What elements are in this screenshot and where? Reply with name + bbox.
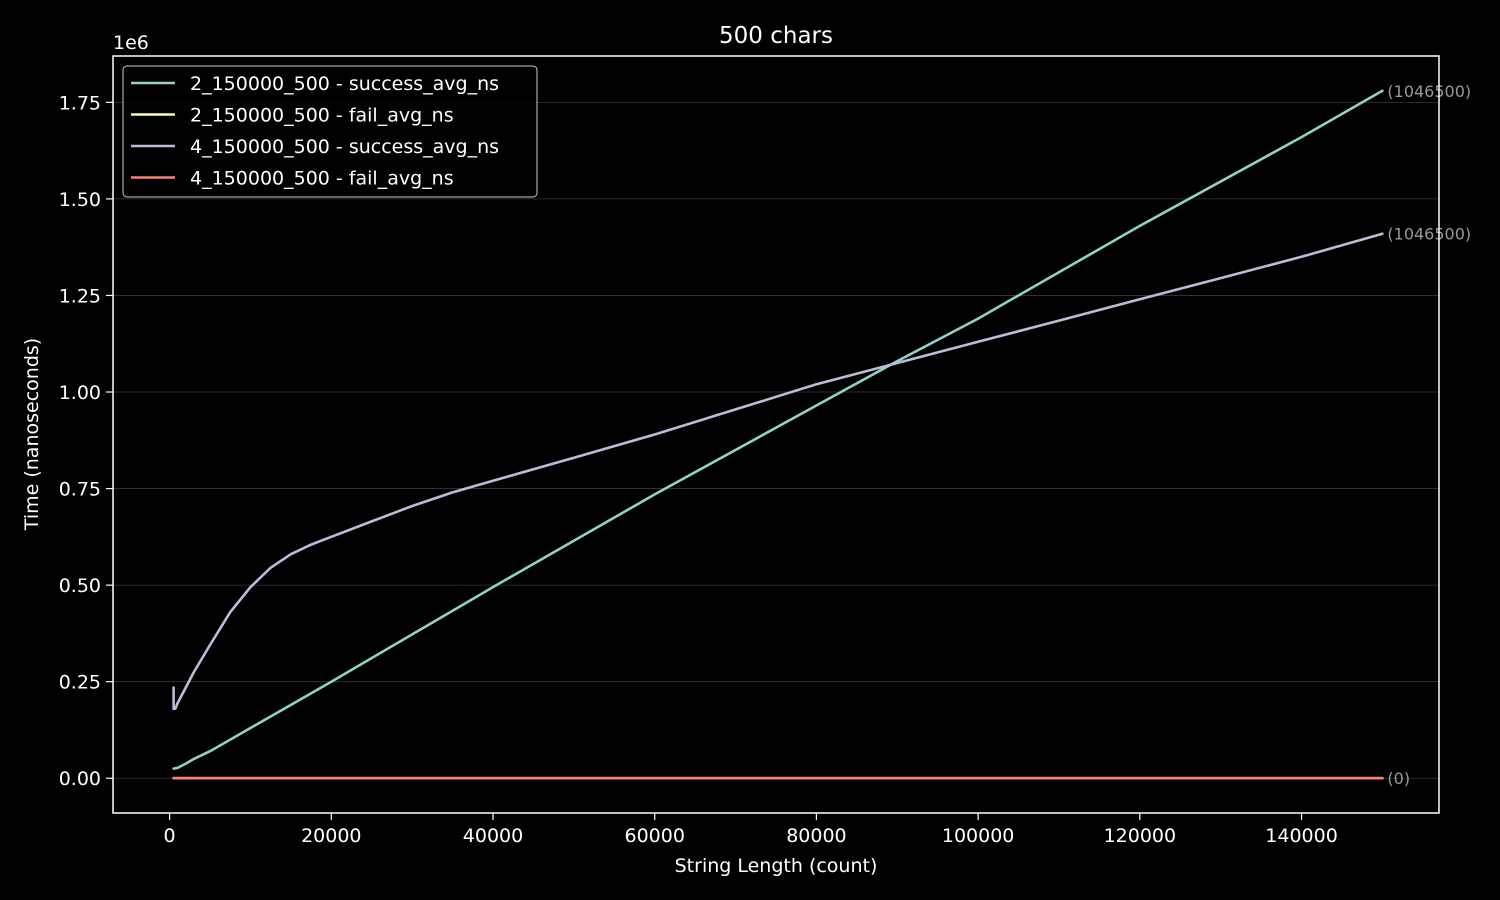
x-axis-label: String Length (count)	[675, 855, 878, 877]
x-axis-ticks: 0 20000 40000 60000 80000 100000 120000 140000	[164, 813, 1338, 847]
y-tick-label: 0.75	[59, 479, 101, 501]
legend: 2_150000_500 - success_avg_ns 2_150000_50…	[122, 65, 538, 198]
y-tick-label: 1.50	[59, 189, 101, 211]
series-end-label: (1046500)	[1387, 225, 1471, 244]
legend-label: 2_150000_500 - fail_avg_ns	[190, 105, 454, 127]
chart-title: 500 chars	[719, 23, 833, 49]
x-tick-label: 100000	[942, 825, 1015, 847]
legend-label: 4_150000_500 - success_avg_ns	[190, 136, 499, 158]
y-axis-label: Time (nanoseconds)	[21, 338, 43, 531]
y-tick-label: 0.50	[59, 575, 101, 597]
x-tick-label: 120000	[1104, 825, 1177, 847]
y-tick-label: 1.75	[59, 92, 101, 114]
y-offset-label: 1e6	[113, 32, 149, 54]
legend-label: 4_150000_500 - fail_avg_ns	[190, 168, 454, 190]
y-tick-label: 1.25	[59, 285, 101, 307]
y-tick-label: 1.00	[59, 382, 101, 404]
series-end-label: (1046500)	[1387, 82, 1471, 101]
y-tick-label: 0.25	[59, 672, 101, 694]
x-tick-label: 60000	[624, 825, 684, 847]
series-end-labels: (1046500) (1046500) (0)	[1387, 82, 1471, 788]
plot-frame	[112, 55, 1440, 814]
series-lines	[172, 89, 1384, 780]
series-line-1	[172, 89, 1384, 770]
y-tick-label: 0.00	[59, 768, 101, 790]
x-tick-label: 20000	[301, 825, 361, 847]
x-tick-label: 40000	[463, 825, 523, 847]
x-tick-label: 80000	[786, 825, 846, 847]
y-axis-ticks: 0.00 0.25 0.50 0.75 1.00 1.25 1.50 1.75	[59, 92, 113, 790]
legend-label: 2_150000_500 - success_avg_ns	[190, 73, 499, 95]
x-tick-label: 140000	[1265, 825, 1338, 847]
legend-entries: 2_150000_500 - success_avg_ns 2_150000_50…	[131, 73, 499, 190]
series-line-3	[172, 232, 1384, 711]
x-tick-label: 0	[164, 825, 176, 847]
legend-box	[122, 65, 538, 198]
series-end-label: (0)	[1387, 769, 1410, 788]
